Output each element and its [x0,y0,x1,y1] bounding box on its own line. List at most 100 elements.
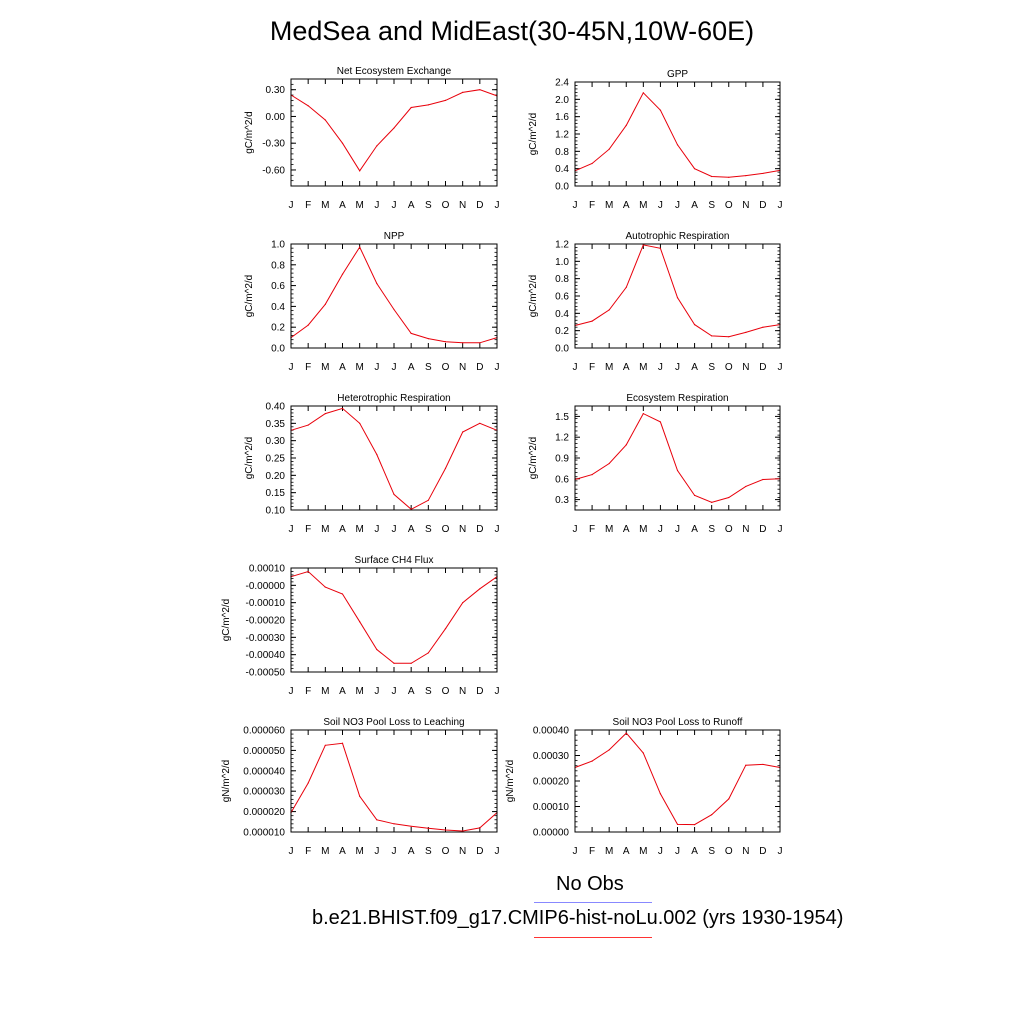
y-tick-label: 0.4 [555,164,569,175]
x-tick-label: O [725,846,733,857]
y-tick-label: 0.00010 [533,802,570,813]
plot-frame [290,78,498,187]
x-tick-label: S [708,200,715,211]
y-axis-label: gC/m^2/d [244,437,255,480]
data-point [341,273,344,275]
x-tick-label: M [355,362,363,373]
y-tick-label: 0.000020 [243,807,285,818]
x-tick-label: J [675,200,680,211]
x-tick-label: A [623,524,630,535]
x-tick-label: F [305,362,311,373]
y-axis-label: gC/m^2/d [528,275,539,318]
x-tick-label: S [425,846,432,857]
y-tick-label: 0.4 [555,309,569,320]
y-tick-label: 0.00030 [533,751,570,762]
data-point [427,652,429,654]
plot-frame [290,405,498,511]
x-tick-label: O [442,524,450,535]
x-tick-label: A [623,362,630,373]
x-tick-label: J [392,524,397,535]
data-point [393,127,395,129]
x-tick-label: A [691,524,698,535]
data-point [307,570,309,573]
x-tick-label: J [289,362,294,373]
data-point [728,176,730,178]
x-tick-label: D [476,524,483,535]
data-point [711,175,713,178]
data-point [307,782,309,784]
y-tick-label: 0.00020 [533,777,570,788]
x-tick-label: A [339,524,346,535]
y-tick-label: 1.5 [555,412,569,423]
data-point [711,335,713,337]
data-point [341,593,344,595]
x-tick-label: O [442,686,450,697]
y-tick-label: 0.20 [266,471,286,482]
data-point [324,119,326,121]
y-tick-label: 0.9 [555,454,569,465]
y-tick-label: 0.000040 [243,766,285,777]
data-point [410,825,412,827]
y-tick-label: 0.8 [555,274,569,285]
x-tick-label: A [339,686,346,697]
y-tick-label: 0.35 [266,419,286,430]
x-tick-label: J [675,846,680,857]
x-tick-label: J [374,362,379,373]
data-point [479,588,481,590]
y-axis-label: gC/m^2/d [244,275,255,318]
data-point [762,763,764,766]
data-point [676,823,679,825]
data-point [359,246,361,248]
x-tick-label: J [573,846,578,857]
x-tick-label: J [392,362,397,373]
y-tick-label: 0.000060 [243,726,285,737]
data-point [693,324,696,326]
y-tick-label: 0.30 [266,85,286,96]
x-tick-label: M [355,200,363,211]
x-tick-label: J [495,524,500,535]
y-tick-label: -0.30 [262,139,285,150]
x-tick-label: J [658,524,663,535]
data-point [642,244,644,246]
y-tick-label: -0.00050 [246,668,286,679]
data-point [359,422,361,424]
data-point [324,413,326,415]
x-tick-label: A [339,846,346,857]
series-line [290,246,498,344]
x-tick-label: J [778,200,783,211]
y-tick-label: 1.2 [555,130,569,141]
y-tick-label: 0.8 [555,147,569,158]
y-tick-label: 2.0 [555,95,569,106]
x-tick-label: A [339,200,346,211]
y-tick-label: 0.10 [266,506,286,517]
panel-title: GPP [667,69,688,80]
x-tick-label: M [321,846,329,857]
y-tick-label: 1.2 [555,240,569,251]
y-tick-label: 0.8 [271,260,285,271]
data-point [427,338,429,340]
data-point [393,493,395,495]
x-tick-label: J [675,362,680,373]
x-tick-label: A [691,200,698,211]
panel-title: Net Ecosystem Exchange [337,66,452,77]
x-tick-label: M [605,200,613,211]
y-tick-label: 1.0 [555,257,569,268]
x-tick-label: J [573,200,578,211]
x-tick-label: S [425,200,432,211]
x-tick-label: D [476,846,483,857]
plot-frame [574,243,781,349]
data-point [359,170,361,172]
data-point [642,752,644,754]
y-tick-label: 0.15 [266,488,286,499]
data-point [444,628,447,630]
y-axis-label: gN/m^2/d [221,760,232,803]
series-line [290,89,498,172]
data-point [693,824,696,826]
plot-frame [574,405,781,511]
x-tick-label: N [459,686,466,697]
x-tick-label: J [778,362,783,373]
y-tick-label: -0.00030 [246,633,286,644]
